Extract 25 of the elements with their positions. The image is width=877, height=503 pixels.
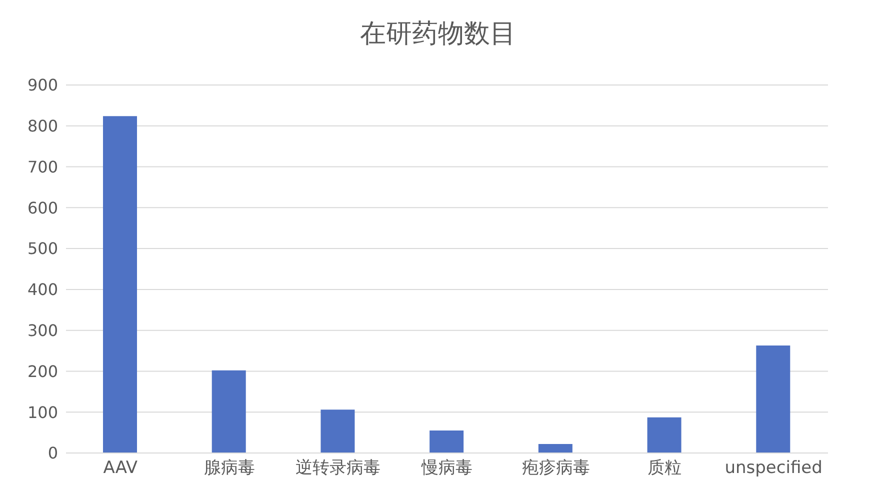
y-tick-label: 800 <box>27 116 58 136</box>
bar <box>212 370 246 453</box>
x-tick-label: 逆转录病毒 <box>296 458 381 478</box>
y-tick-label: 600 <box>27 198 58 218</box>
y-tick-label: 0 <box>48 444 58 463</box>
x-tick-label: 疱疹病毒 <box>522 458 590 478</box>
y-tick-label: 100 <box>27 402 58 422</box>
y-tick-label: 700 <box>27 157 58 176</box>
bar <box>320 410 355 453</box>
y-tick-label: 200 <box>27 362 58 381</box>
bar <box>430 430 464 453</box>
x-tick-label: 质粒 <box>648 458 682 478</box>
chart-title: 在研药物数目 <box>359 18 517 51</box>
x-tick-label: unspecified <box>724 458 822 478</box>
y-tick-label: 900 <box>27 76 58 95</box>
bar <box>647 417 682 453</box>
y-tick-label: 300 <box>27 321 58 340</box>
x-tick-label: 慢病毒 <box>420 458 472 478</box>
bar <box>103 116 137 453</box>
y-tick-label: 400 <box>27 280 58 300</box>
x-tick-label: 腺病毒 <box>204 458 255 478</box>
bar <box>756 345 790 453</box>
bar <box>538 444 572 453</box>
x-tick-label: AAV <box>103 458 138 478</box>
y-tick-label: 500 <box>27 239 58 258</box>
